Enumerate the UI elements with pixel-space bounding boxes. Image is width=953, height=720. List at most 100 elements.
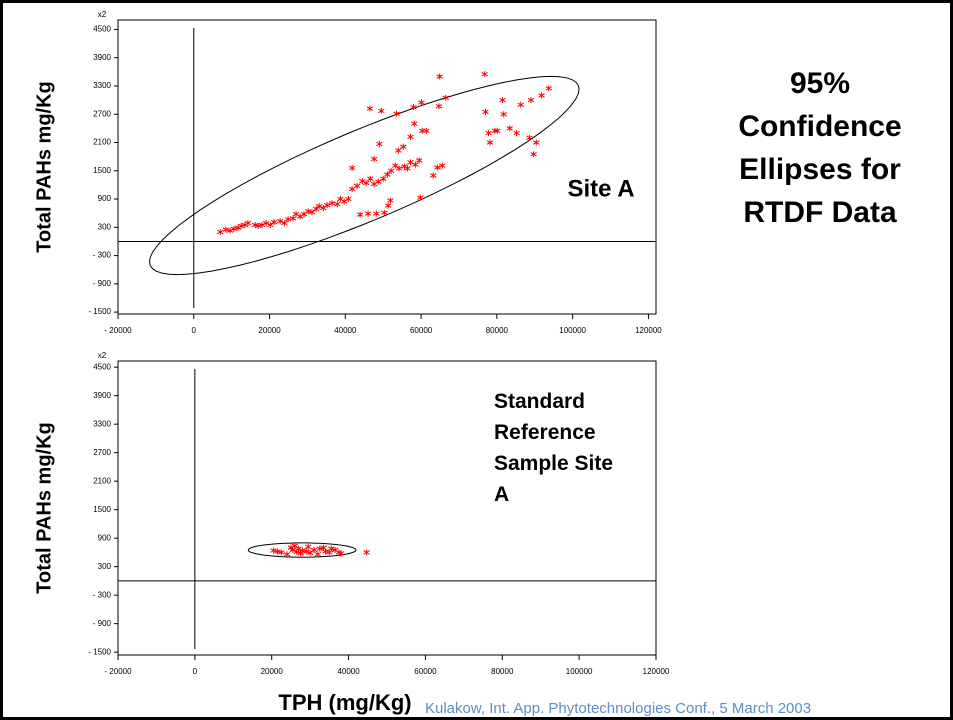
data-point: [230, 225, 238, 232]
data-point: [328, 545, 335, 552]
data-point: [400, 143, 407, 150]
data-point: [429, 172, 437, 179]
data-point: [376, 140, 383, 147]
data-point: [304, 543, 312, 550]
data-point: [340, 198, 348, 205]
x-tick-label: 0: [193, 667, 198, 676]
data-point: [485, 130, 492, 137]
x-tick-label: - 20000: [104, 326, 132, 335]
y-tick-label: - 1500: [88, 307, 111, 316]
data-point: [270, 547, 277, 554]
y-multiplier: x2: [98, 10, 107, 19]
data-point: [395, 147, 402, 154]
x-tick-label: 100000: [559, 326, 586, 335]
x-tick-label: 40000: [337, 667, 360, 676]
data-point: [262, 220, 270, 227]
data-point: [362, 180, 370, 187]
data-point: [506, 125, 514, 132]
x-tick-label: 60000: [410, 326, 433, 335]
data-point: [363, 549, 370, 556]
y-tick-label: - 300: [93, 251, 112, 260]
data-point: [254, 222, 262, 229]
data-point: [296, 213, 304, 220]
y-axis-label: Total PAHs mg/Kg: [33, 81, 55, 252]
data-point: [284, 216, 292, 223]
data-point: [404, 165, 411, 172]
data-point: [538, 92, 545, 99]
data-point: [314, 551, 322, 558]
data-point: [276, 218, 284, 225]
data-point: [353, 182, 361, 189]
data-point: [411, 120, 418, 127]
data-point: [274, 548, 281, 555]
data-point: [482, 108, 489, 115]
y-tick-label: - 1500: [88, 647, 111, 656]
x-tick-label: 120000: [635, 326, 662, 335]
data-point: [387, 197, 394, 204]
data-point: [217, 229, 224, 236]
x-tick-label: 100000: [566, 667, 593, 676]
data-point: [304, 208, 312, 215]
y-tick-label: 2700: [93, 109, 111, 118]
data-point: [322, 548, 329, 555]
y-tick-label: 2100: [93, 138, 111, 147]
data-point: [312, 205, 320, 212]
data-point: [222, 226, 230, 233]
x-tick-label: 0: [192, 326, 197, 335]
data-point: [283, 551, 291, 558]
data-point: [345, 196, 352, 203]
data-point: [378, 107, 385, 114]
data-point: [384, 171, 391, 178]
slide-title: 95% Confidence Ellipses for RTDF Data: [738, 67, 902, 229]
data-point: [328, 200, 336, 207]
data-point: [310, 547, 318, 554]
y-multiplier: x2: [98, 351, 107, 360]
data-point: [292, 211, 300, 218]
data-point: [499, 97, 506, 104]
data-point: [442, 94, 449, 101]
data-point: [415, 157, 423, 164]
data-point: [244, 220, 252, 227]
data-point: [435, 103, 443, 110]
data-point: [258, 221, 266, 228]
data-point: [530, 151, 537, 158]
data-point: [299, 547, 306, 554]
data-point: [281, 220, 288, 227]
source-note: Kulakow, Int. App. Phytotechnologies Con…: [425, 700, 811, 717]
data-point: [493, 127, 501, 134]
data-point: [486, 139, 494, 146]
data-point: [407, 159, 414, 166]
data-point: [381, 209, 388, 216]
y-tick-label: - 900: [93, 279, 112, 288]
data-point: [423, 127, 430, 134]
data-point: [410, 104, 417, 111]
y-tick-label: 2700: [93, 448, 111, 457]
data-point: [481, 71, 489, 78]
data-point: [384, 202, 392, 209]
data-point: [334, 201, 341, 208]
data-point: [412, 161, 419, 168]
data-point: [348, 186, 356, 193]
data-point: [407, 133, 414, 140]
data-point: [270, 219, 278, 226]
y-tick-label: 3900: [93, 53, 111, 62]
data-point: [436, 73, 443, 80]
data-point: [303, 548, 310, 555]
data-point: [517, 101, 524, 108]
y-tick-label: 900: [98, 533, 112, 542]
data-point: [337, 550, 345, 557]
data-point: [308, 209, 316, 216]
data-point: [237, 222, 245, 229]
confidence-ellipse: [247, 542, 357, 558]
y-tick-label: 900: [98, 194, 112, 203]
data-point: [387, 167, 395, 174]
data-point: [315, 203, 323, 210]
y-tick-label: 300: [98, 222, 112, 231]
y-axis-label: Total PAHs mg/Kg: [33, 422, 55, 593]
annotation: Site A: [567, 175, 634, 202]
data-point: [526, 134, 533, 141]
x-tick-label: 60000: [414, 667, 437, 676]
x-axis-label: TPH (mg/Kg): [278, 690, 411, 715]
